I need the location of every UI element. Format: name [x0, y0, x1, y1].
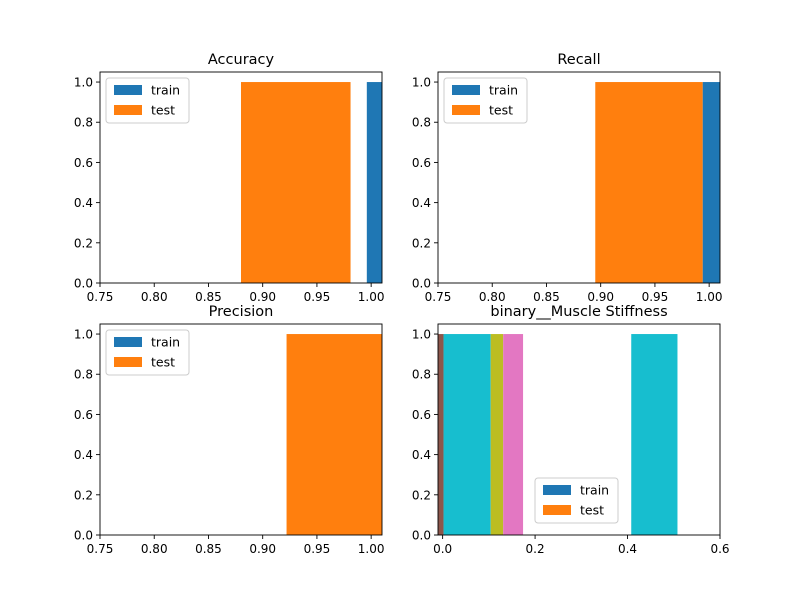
x-tick-label: 0.85: [195, 290, 222, 304]
bars: [595, 82, 720, 283]
legend-swatch-test: [452, 105, 480, 115]
x-tick-label: 0.85: [195, 542, 222, 556]
y-tick-label: 0.2: [74, 236, 93, 250]
y-tick-label: 0.4: [74, 196, 93, 210]
legend-swatch-train: [114, 85, 142, 95]
x-tick-label: 0.80: [141, 542, 168, 556]
subplot-2: 0.75 0.80 0.85 0.90 0.95 1.00 0.0 0.2 0.4 0.6 0.8 1…: [74, 304, 385, 556]
x-tick-label: 0.85: [533, 290, 560, 304]
x-tick-label: 0.80: [479, 290, 506, 304]
legend-label-test: test: [151, 355, 175, 370]
legend: train test: [534, 477, 619, 524]
bars: [286, 334, 382, 535]
x-tick-label: 0.95: [304, 542, 331, 556]
x-tick-label: 1.00: [358, 290, 385, 304]
legend-swatch-test: [543, 505, 571, 515]
legend-label-train: train: [151, 335, 180, 350]
x-tick-label: 0.95: [304, 290, 331, 304]
y-tick-label: 1.0: [74, 76, 93, 90]
bar-pink-0: [503, 334, 524, 535]
x-tick-label: 1.00: [696, 290, 723, 304]
axes-frame: [437, 323, 721, 536]
legend-swatch-test: [114, 357, 142, 367]
y-tick-label: 0.4: [412, 196, 431, 210]
x-tick-label: 0.75: [87, 542, 114, 556]
y-tick-label: 0.8: [412, 368, 431, 382]
y-tick-label: 0.6: [412, 408, 431, 422]
legend-swatch-train: [452, 85, 480, 95]
legend-label-test: test: [151, 103, 175, 118]
x-tick-label: 0.75: [87, 290, 114, 304]
legend-label-train: train: [489, 83, 518, 98]
legend-label-test: test: [489, 103, 513, 118]
y-tick-label: 0.2: [412, 236, 431, 250]
bar-train-0: [366, 82, 382, 283]
legend: train test: [443, 77, 528, 124]
x-tick-label: 0.4: [618, 542, 637, 556]
x-tick-label: 0.6: [710, 542, 729, 556]
legend: train test: [105, 329, 190, 376]
x-tick-label: 0.95: [642, 290, 669, 304]
bars: [241, 82, 382, 283]
y-tick-label: 0.8: [412, 116, 431, 130]
y-tick-label: 1.0: [74, 328, 93, 342]
legend: train test: [105, 77, 190, 124]
bars: [438, 334, 678, 535]
x-tick-label: 0.90: [249, 290, 276, 304]
axes-frame: [99, 323, 383, 536]
y-tick-label: 0.4: [412, 448, 431, 462]
bar-test-0: [595, 82, 703, 283]
axes-frame: [99, 71, 383, 284]
y-tick-label: 0.6: [74, 156, 93, 170]
bar-test-0: [241, 82, 351, 283]
y-tick-label: 0.2: [412, 488, 431, 502]
subplot-title: Accuracy: [208, 52, 275, 68]
bar-test-0: [286, 334, 382, 535]
y-tick-label: 1.0: [412, 328, 431, 342]
bar-cyan-0: [443, 334, 491, 535]
subplot-1: 0.75 0.80 0.85 0.90 0.95 1.00 0.0 0.2 0.4 0.6 0.8 1…: [412, 52, 723, 304]
subplot-0: 0.75 0.80 0.85 0.90 0.95 1.00 0.0 0.2 0.4 0.6 0.8 1…: [74, 52, 385, 304]
bar-cyan-1: [631, 334, 678, 535]
legend-swatch-train: [543, 485, 571, 495]
x-tick-label: 0.90: [587, 290, 614, 304]
legend-swatch-train: [114, 337, 142, 347]
subplot-title: Precision: [209, 304, 274, 320]
legend-label-train: train: [580, 483, 609, 498]
y-tick-label: 0.4: [74, 448, 93, 462]
x-tick-label: 0.2: [526, 542, 545, 556]
bar-train-0: [702, 82, 720, 283]
y-tick-label: 0.0: [412, 529, 431, 543]
legend-label-train: train: [151, 83, 180, 98]
y-tick-label: 0.6: [412, 156, 431, 170]
bar-brown-0: [438, 334, 444, 535]
y-tick-label: 0.0: [74, 277, 93, 291]
subplot-title: Recall: [557, 52, 600, 68]
bar-olive-0: [490, 334, 504, 535]
y-tick-label: 0.0: [412, 277, 431, 291]
y-tick-label: 0.6: [74, 408, 93, 422]
x-tick-label: 0.90: [249, 542, 276, 556]
y-tick-label: 0.0: [74, 529, 93, 543]
x-tick-label: 1.00: [358, 542, 385, 556]
axes-frame: [437, 71, 721, 284]
x-tick-label: 0.75: [425, 290, 452, 304]
legend-label-test: test: [580, 503, 604, 518]
y-tick-label: 0.2: [74, 488, 93, 502]
y-tick-label: 0.8: [74, 116, 93, 130]
subplot-3: 0.0 0.2 0.4 0.6 0.0 0.2 0.4 0.6 0.8 1.0 binary__Mu…: [412, 304, 730, 556]
y-tick-label: 1.0: [412, 76, 431, 90]
legend-swatch-test: [114, 105, 142, 115]
subplot-title: binary__Muscle Stiffness: [490, 304, 667, 320]
x-tick-label: 0.80: [141, 290, 168, 304]
y-tick-label: 0.8: [74, 368, 93, 382]
x-tick-label: 0.0: [433, 542, 452, 556]
